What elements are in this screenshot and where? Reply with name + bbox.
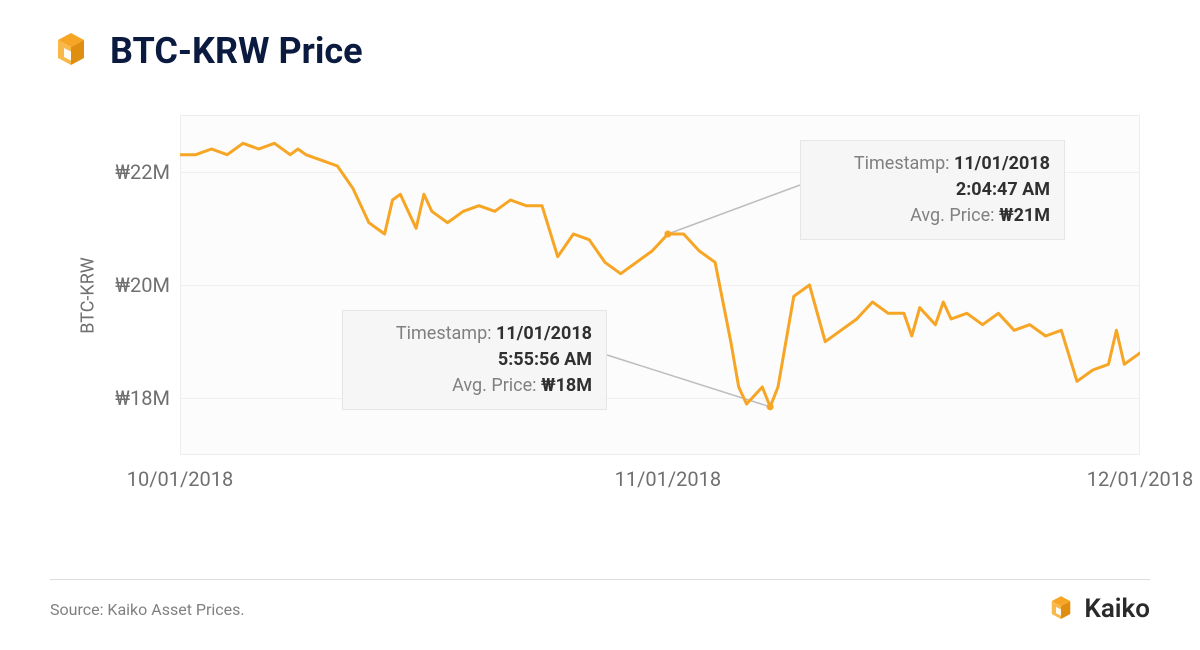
callout-time: 5:55:56 AM (498, 349, 592, 370)
header: BTC-KRW Price (0, 0, 1200, 82)
kaiko-logo-footer-icon (1046, 594, 1076, 624)
callout-price: ₩18M (541, 375, 592, 396)
callout-price-label: Avg. Price: (452, 375, 541, 396)
callout-date: 11/01/2018 (496, 323, 592, 344)
x-tick-label: 11/01/2018 (615, 467, 721, 491)
x-tick-label: 10/01/2018 (127, 467, 233, 491)
y-tick-label: ₩20M (110, 273, 170, 297)
brand-name: Kaiko (1084, 594, 1150, 624)
chart-container: BTC-KRW ₩18M ₩20M ₩22M 10/01/2018 11/01/201… (70, 115, 1150, 515)
source-text: Source: Kaiko Asset Prices. (50, 600, 245, 619)
brand: Kaiko (1046, 594, 1150, 624)
x-tick-label: 12/01/2018 (1087, 467, 1193, 491)
footer: Source: Kaiko Asset Prices. Kaiko (50, 579, 1150, 624)
callout-date: 11/01/2018 (954, 153, 1050, 174)
y-tick-label: ₩22M (110, 160, 170, 184)
callout-price-label: Avg. Price: (910, 205, 999, 226)
kaiko-logo-icon (50, 30, 92, 72)
chart-title: BTC-KRW Price (110, 30, 363, 72)
callout-1: Timestamp: 11/01/2018 2:04:47 AM Avg. Pric… (800, 140, 1065, 240)
callout-2: Timestamp: 11/01/2018 5:55:56 AM Avg. Pric… (342, 310, 607, 410)
callout-ts-label: Timestamp: (854, 153, 954, 174)
y-tick-label: ₩18M (110, 386, 170, 410)
callout-price: ₩21M (999, 205, 1050, 226)
callout-time: 2:04:47 AM (956, 179, 1050, 200)
y-axis-label: BTC-KRW (77, 257, 98, 334)
callout-ts-label: Timestamp: (396, 323, 496, 344)
